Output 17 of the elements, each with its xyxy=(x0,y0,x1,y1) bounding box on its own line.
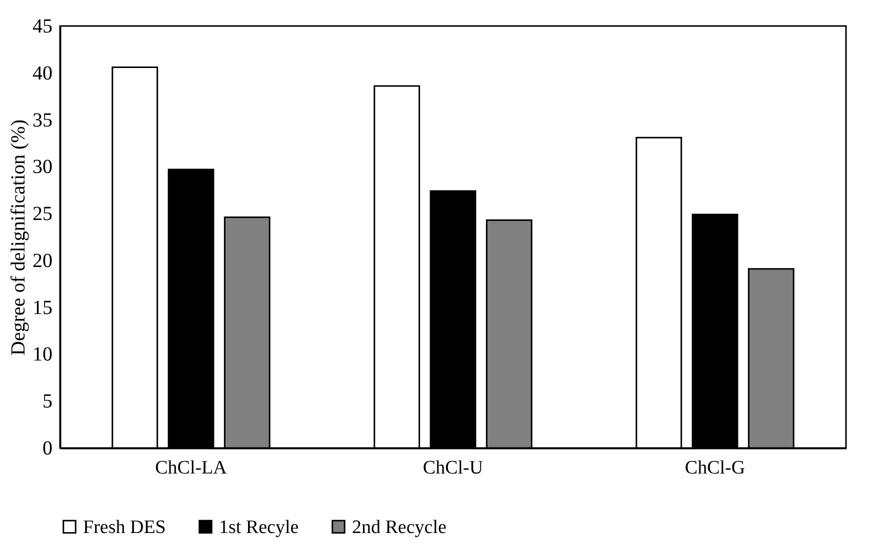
legend-label: Fresh DES xyxy=(83,516,166,538)
legend-label: 2nd Recycle xyxy=(352,516,446,538)
y-tick-label: 35 xyxy=(32,109,52,132)
y-axis-title: Degree of delignification (%) xyxy=(8,119,30,356)
x-tick-label: ChCl-G xyxy=(684,458,746,478)
y-tick-label: 15 xyxy=(32,296,52,319)
y-tick-label: 0 xyxy=(42,438,52,460)
y-tick-label: 20 xyxy=(32,250,52,272)
y-tick-label: 40 xyxy=(32,62,52,84)
y-tick-label: 45 xyxy=(32,16,52,38)
y-tick-label: 5 xyxy=(42,390,52,413)
legend-label: 1st Recyle xyxy=(219,516,299,538)
y-tick-label: 10 xyxy=(32,344,52,366)
y-tick-label: 25 xyxy=(32,203,52,226)
y-tick-label: 30 xyxy=(32,156,52,178)
x-tick-label: ChCl-LA xyxy=(155,458,228,478)
x-tick-label: ChCl-U xyxy=(422,458,484,478)
